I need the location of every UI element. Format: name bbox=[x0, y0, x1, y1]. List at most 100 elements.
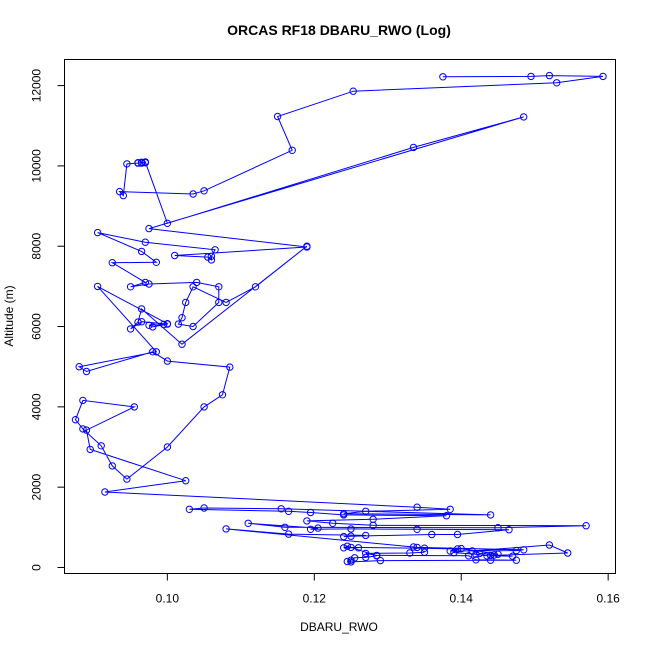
data-point bbox=[373, 551, 381, 560]
plot-area-frame bbox=[64, 59, 616, 574]
data-point bbox=[163, 357, 172, 365]
data-point bbox=[189, 190, 197, 198]
data-point bbox=[409, 143, 418, 152]
data-point bbox=[79, 396, 87, 405]
data-point bbox=[281, 523, 289, 531]
data-point bbox=[545, 541, 554, 549]
data-point bbox=[273, 112, 282, 121]
data-point bbox=[306, 525, 315, 533]
data-point bbox=[351, 554, 359, 562]
data-point bbox=[409, 543, 418, 551]
data-point bbox=[82, 426, 91, 434]
data-point bbox=[163, 219, 172, 228]
data-point bbox=[420, 544, 429, 552]
x-axis-label: DBARU_RWO bbox=[300, 620, 378, 634]
data-point bbox=[472, 550, 480, 558]
data-point bbox=[149, 348, 157, 356]
data-point bbox=[420, 548, 429, 556]
data-series bbox=[71, 71, 607, 566]
data-point bbox=[512, 556, 520, 564]
data-point bbox=[82, 367, 91, 376]
data-point bbox=[163, 320, 172, 328]
data-point bbox=[505, 526, 513, 534]
data-point bbox=[303, 242, 311, 250]
data-point bbox=[141, 238, 150, 246]
data-point bbox=[494, 550, 502, 558]
data-point bbox=[126, 325, 135, 333]
y-tick-label: 10000 bbox=[30, 149, 44, 183]
data-point bbox=[160, 320, 168, 329]
data-point bbox=[453, 530, 462, 539]
data-point bbox=[413, 543, 421, 552]
data-point bbox=[218, 391, 227, 399]
data-point bbox=[284, 507, 293, 515]
data-point bbox=[130, 403, 139, 411]
data-point bbox=[284, 530, 293, 538]
data-point bbox=[362, 531, 370, 540]
data-point bbox=[340, 511, 348, 519]
data-point bbox=[512, 546, 520, 555]
data-point bbox=[599, 72, 607, 81]
data-point bbox=[329, 519, 337, 527]
data-point bbox=[174, 320, 183, 328]
data-point bbox=[97, 442, 105, 450]
y-axis: 0 2000 4000 6000 8000 10000 12000 bbox=[30, 69, 65, 571]
data-point bbox=[178, 340, 186, 348]
data-point bbox=[347, 543, 355, 552]
data-point bbox=[93, 282, 102, 291]
data-point bbox=[79, 425, 87, 433]
data-point bbox=[314, 524, 322, 532]
data-point bbox=[215, 283, 223, 291]
data-point bbox=[520, 113, 528, 121]
series-line bbox=[74, 75, 604, 563]
data-point bbox=[108, 259, 117, 267]
data-point bbox=[442, 512, 451, 520]
data-point bbox=[101, 488, 109, 496]
data-point bbox=[347, 532, 355, 540]
data-point bbox=[244, 519, 252, 527]
data-point bbox=[222, 298, 230, 307]
data-point bbox=[115, 187, 124, 196]
data-point bbox=[126, 283, 135, 291]
data-point bbox=[446, 547, 454, 555]
data-point bbox=[149, 323, 157, 331]
y-tick-label: 4000 bbox=[30, 393, 44, 420]
data-point bbox=[288, 146, 296, 155]
x-tick-label: 0.10 bbox=[156, 592, 180, 606]
chart-title: ORCAS RF18 DBARU_RWO (Log) bbox=[227, 22, 451, 38]
data-point bbox=[123, 475, 131, 483]
x-tick-label: 0.12 bbox=[303, 592, 327, 606]
data-point bbox=[215, 298, 223, 307]
data-point bbox=[86, 445, 94, 454]
data-point bbox=[185, 505, 194, 513]
data-point bbox=[141, 158, 150, 166]
data-point bbox=[189, 322, 197, 331]
data-point bbox=[486, 556, 495, 564]
data-point bbox=[200, 504, 208, 512]
y-tick-label: 6000 bbox=[30, 313, 44, 340]
data-point bbox=[564, 549, 572, 557]
data-point bbox=[475, 549, 484, 558]
data-point bbox=[494, 524, 502, 532]
data-point bbox=[93, 228, 102, 237]
data-point bbox=[134, 318, 142, 326]
data-point bbox=[222, 525, 230, 533]
x-tick-label: 0.14 bbox=[450, 592, 474, 606]
y-tick-label: 12000 bbox=[30, 69, 44, 103]
y-axis-label: Altitude (m) bbox=[2, 285, 16, 346]
data-point bbox=[303, 517, 311, 525]
data-point bbox=[483, 552, 491, 560]
data-point bbox=[251, 283, 260, 291]
data-point bbox=[119, 191, 128, 200]
data-point bbox=[340, 532, 348, 541]
data-point bbox=[428, 530, 436, 539]
data-point bbox=[200, 403, 208, 411]
data-point bbox=[413, 525, 421, 533]
data-point bbox=[137, 247, 146, 256]
data-point bbox=[75, 363, 83, 371]
data-point bbox=[490, 551, 498, 559]
data-point bbox=[453, 545, 462, 553]
data-point bbox=[193, 278, 201, 287]
data-point bbox=[413, 503, 421, 511]
